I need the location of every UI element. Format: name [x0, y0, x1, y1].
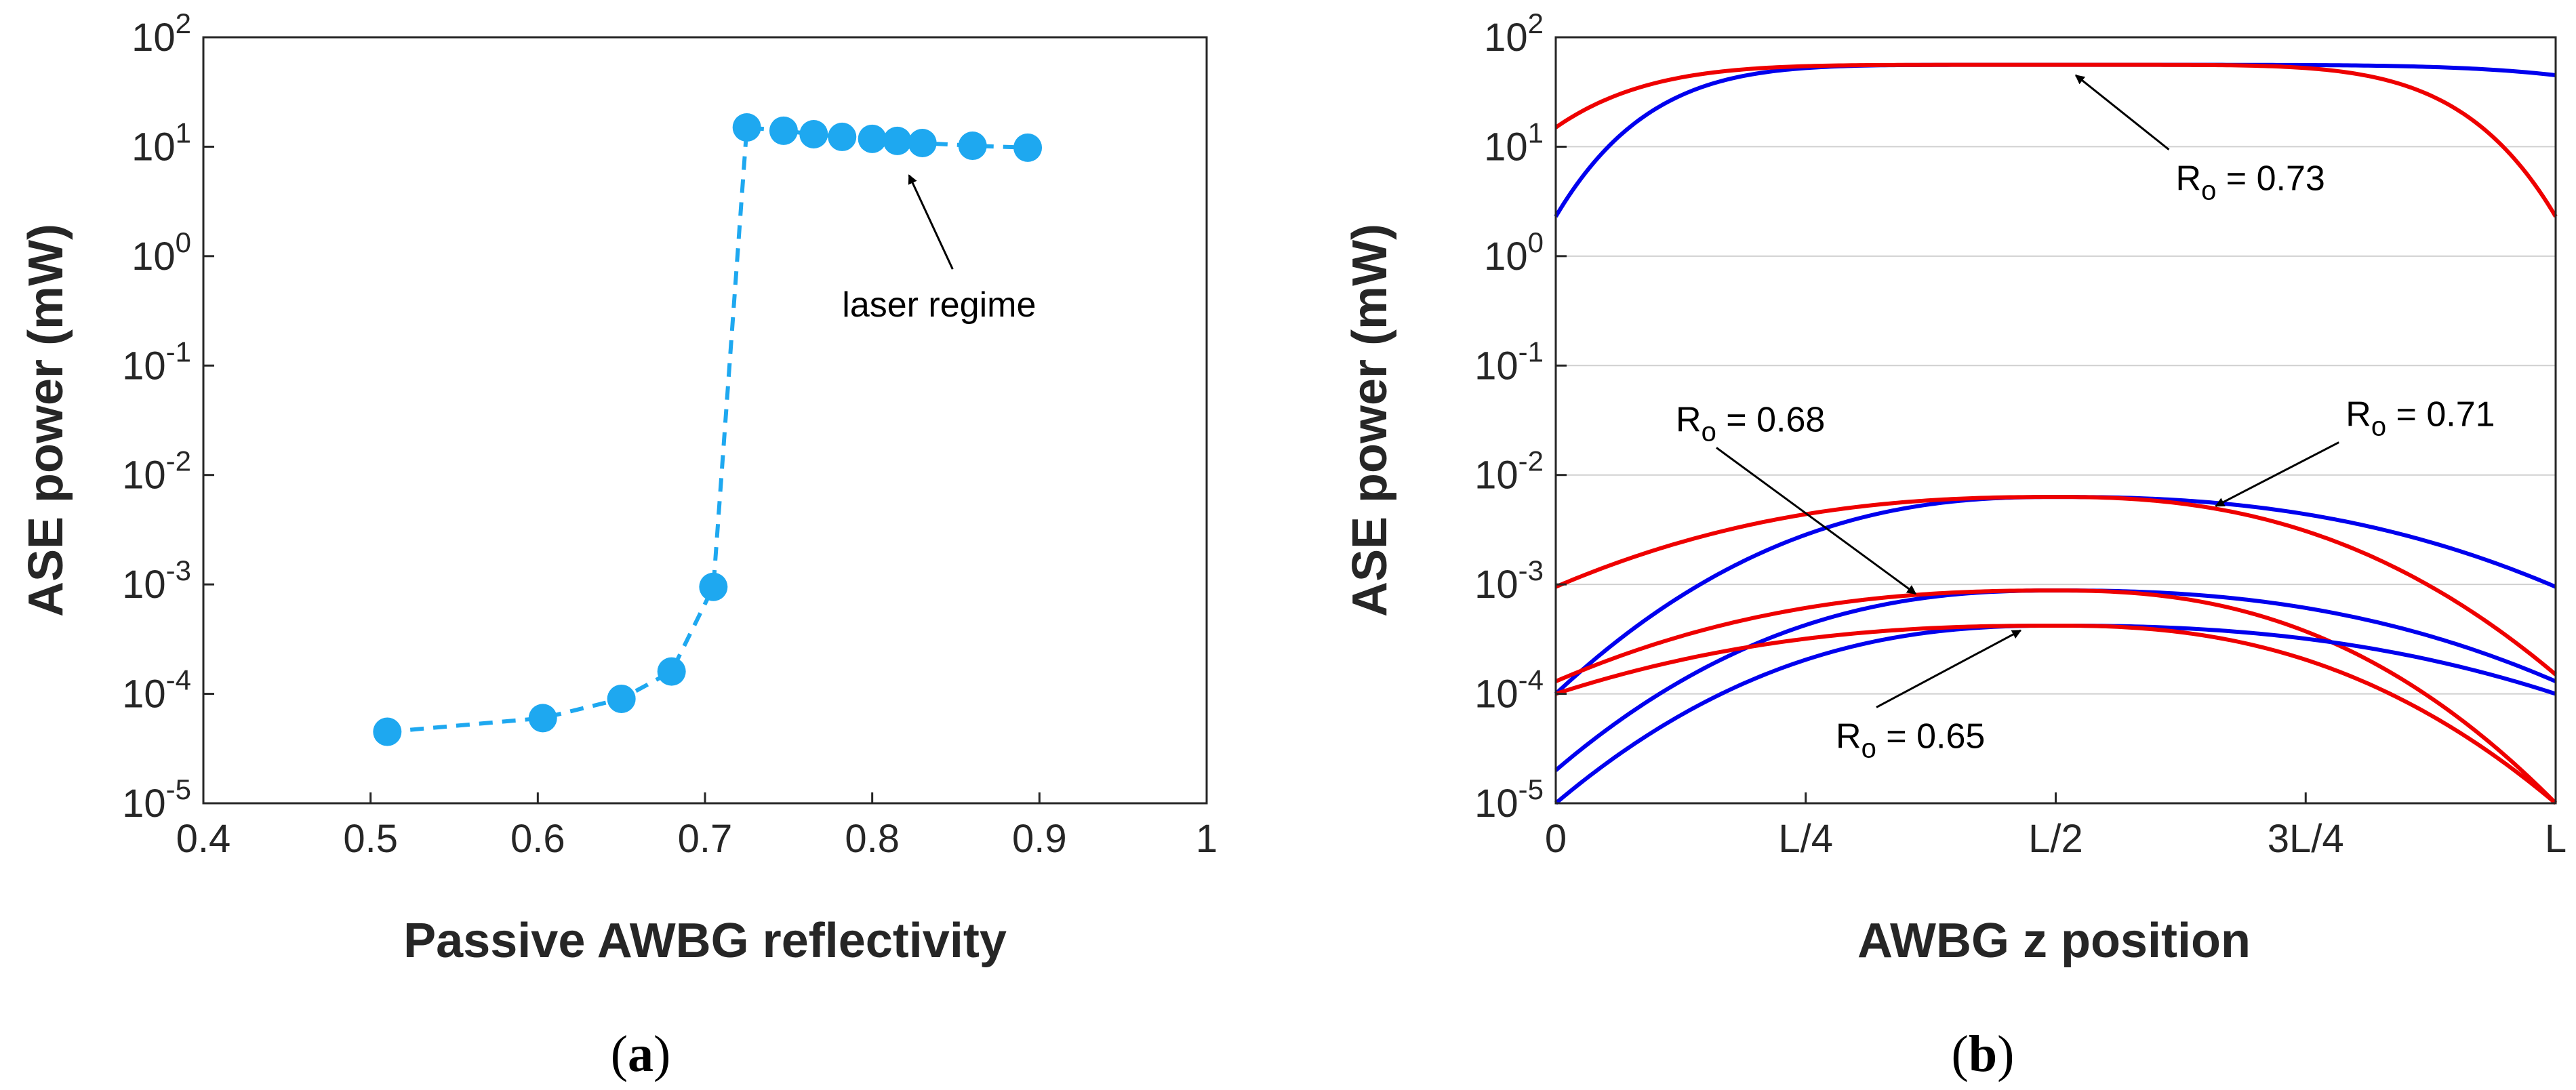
chart-b-ticks: 0 L/4 L/2 3L/4 L 10-5 10-4 10-3 10-2 10-1 100 101 10…: [1474, 7, 2567, 861]
chart-a-ytick-label: 101: [132, 117, 191, 169]
chart-b-annotation-label: Ro = 0.73: [2176, 159, 2325, 206]
panel-label-a: (a): [611, 1026, 671, 1083]
chart-b-xtick-label: L/2: [2028, 817, 2083, 861]
chart-b-series-line: [1554, 495, 2557, 677]
chart-b-ytick-label: 10-4: [1474, 664, 1544, 716]
chart-a-xlabel: Passive AWBG reflectivity: [403, 914, 1007, 968]
chart-a-data-point: [732, 113, 761, 142]
chart-a-frame: [202, 36, 1208, 805]
chart-a-data-point: [769, 116, 798, 145]
chart-a-data-point: [908, 129, 937, 158]
chart-a-xtick-label: 0.5: [343, 817, 398, 861]
chart-b-ytick-label: 10-3: [1474, 554, 1544, 607]
chart-a-data-point: [528, 704, 557, 733]
chart-a-xtick-label: 1: [1196, 817, 1217, 861]
chart-a-data-point: [799, 120, 828, 149]
chart-a-data-point: [828, 122, 857, 151]
chart-b-xlabel: AWBG z position: [1857, 914, 2251, 968]
chart-a-annotation-arrow: [908, 174, 954, 270]
chart-b-ytick-label: 100: [1484, 226, 1544, 279]
chart-a-ylabel: ASE power (mW): [19, 224, 73, 617]
chart-a-marks: [373, 113, 1043, 746]
chart-a-series-line: [387, 125, 1028, 734]
chart-a: 0.4 0.5 0.6 0.7 0.8 0.9 1 10-5 10-4 10-3 10-2 10-1 1…: [19, 7, 1217, 1083]
panel-label-b: (b): [1952, 1026, 2015, 1083]
chart-a-data-point: [1013, 133, 1043, 162]
chart-a-xtick-label: 0.8: [845, 817, 900, 861]
chart-a-ytick-label: 10-3: [122, 554, 191, 607]
chart-a-ytick-label: 10-5: [122, 773, 191, 826]
chart-b-annotation-arrow: [2074, 74, 2170, 150]
chart-b-xtick-label: L: [2545, 817, 2567, 861]
chart-b-series-line: [1554, 62, 2558, 218]
chart-a-data-point: [958, 132, 987, 161]
chart-b-annotation-label: Ro = 0.71: [2346, 395, 2495, 442]
chart-a-xtick-label: 0.4: [176, 817, 231, 861]
chart-b-annotation-arrow: [1876, 629, 2022, 708]
chart-b-ytick-label: 102: [1484, 7, 1544, 60]
chart-b-series-line: [1555, 623, 2557, 805]
chart-b-xtick-label: L/4: [1778, 817, 1833, 861]
chart-a-ytick-label: 102: [132, 7, 191, 60]
chart-b: 0 L/4 L/2 3L/4 L 10-5 10-4 10-3 10-2 10-1 100 101 10…: [1343, 7, 2567, 1083]
chart-b-series-line: [1554, 623, 2556, 805]
chart-a-xtick-label: 0.9: [1012, 817, 1067, 861]
chart-b-series-line: [1554, 588, 2558, 805]
chart-a-ytick-label: 10-2: [122, 445, 191, 498]
chart-b-ytick-label: 10-1: [1474, 336, 1544, 388]
chart-a-ytick-label: 10-1: [122, 336, 191, 388]
chart-a-data-point: [607, 684, 636, 713]
chart-a-ticks: 0.4 0.5 0.6 0.7 0.8 0.9 1 10-5 10-4 10-3 10-2 10-1 1…: [122, 7, 1217, 861]
chart-b-annotations: Ro = 0.73 Ro = 0.71 Ro = 0.68 Ro = 0.65: [1676, 74, 2495, 763]
chart-a-data-point: [858, 124, 887, 153]
chart-a-data-point: [699, 572, 728, 601]
chart-a-ytick-label: 100: [132, 226, 191, 279]
chart-b-annotation-label: Ro = 0.68: [1676, 400, 1825, 447]
chart-b-ylabel: ASE power (mW): [1343, 224, 1397, 617]
chart-b-ytick-label: 10-5: [1474, 773, 1544, 826]
chart-b-series-line: [1554, 495, 2557, 695]
chart-b-annotation-label: Ro = 0.65: [1836, 716, 1985, 763]
chart-a-xtick-label: 0.6: [510, 817, 565, 861]
chart-a-ytick-label: 10-4: [122, 664, 191, 716]
chart-b-ytick-label: 10-2: [1474, 445, 1544, 498]
chart-a-annotation-label: laser regime: [842, 285, 1036, 325]
chart-a-data-point: [883, 126, 912, 155]
chart-b-xtick-label: 3L/4: [2268, 817, 2344, 861]
chart-a-data-point: [657, 657, 686, 686]
chart-b-xtick-label: 0: [1545, 817, 1567, 861]
chart-b-marks: [1554, 62, 2558, 805]
chart-a-data-point: [373, 717, 402, 746]
chart-b-ytick-label: 101: [1484, 117, 1544, 169]
chart-b-annotation-arrow: [1716, 447, 1917, 595]
chart-a-xtick-label: 0.7: [678, 817, 733, 861]
chart-b-annotation-arrow: [2215, 441, 2339, 507]
chart-a-annotations: laser regime: [842, 174, 1036, 325]
